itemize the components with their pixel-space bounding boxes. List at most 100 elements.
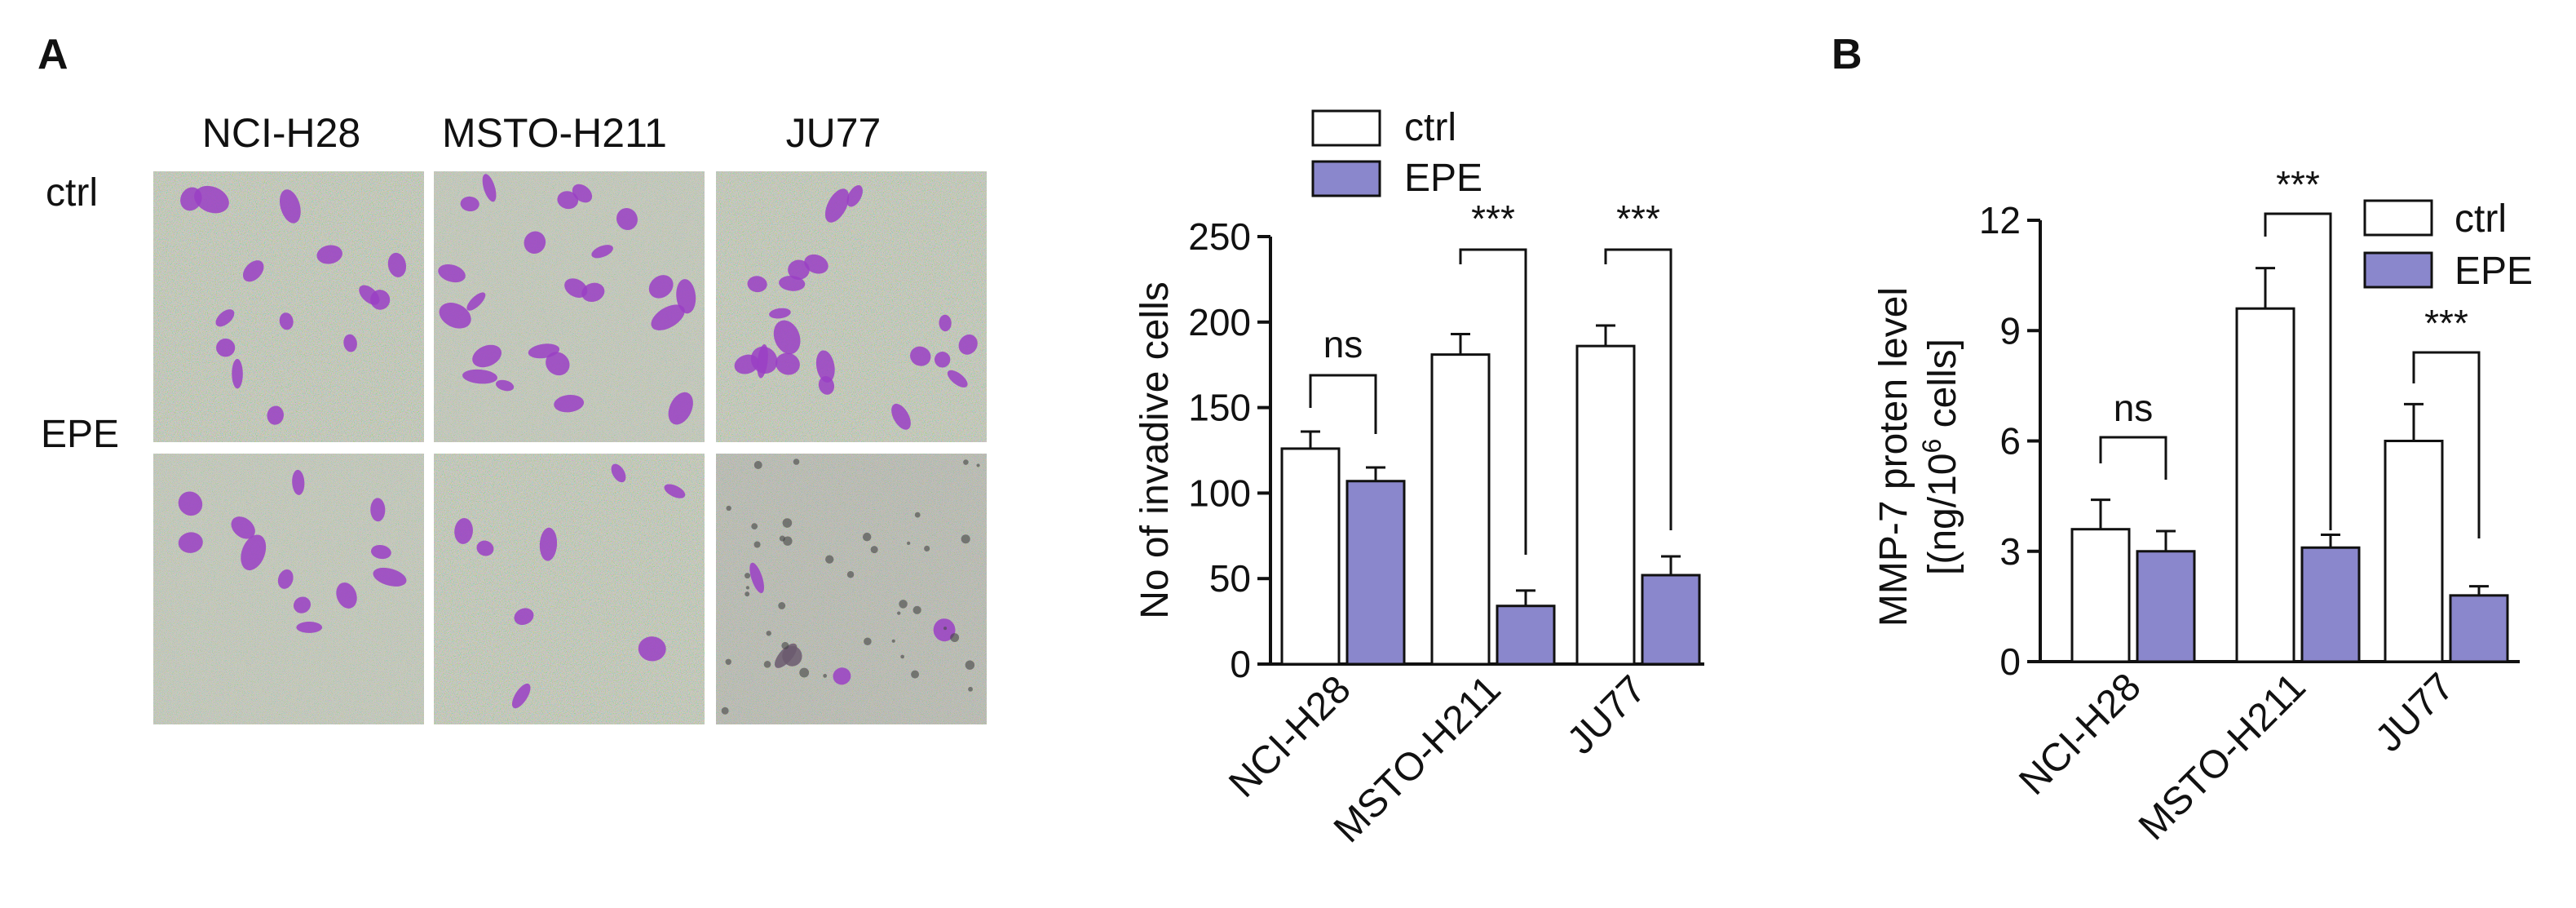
pore-dot — [899, 600, 908, 609]
pore-dot — [745, 573, 751, 579]
micrograph-col-label: MSTO-H211 — [442, 110, 667, 156]
pore-dot — [870, 546, 878, 554]
significance-bracket — [2099, 436, 2167, 480]
stained-cell — [648, 275, 674, 299]
pore-dot — [907, 541, 911, 545]
bar-epe — [2136, 550, 2196, 663]
y-axis-label: MMP-7 proten level — [1872, 287, 1915, 627]
y-tick-label: 200 — [1188, 301, 1251, 343]
stained-cell — [668, 392, 693, 425]
stained-cell — [804, 254, 828, 274]
stained-cell — [651, 304, 685, 330]
pore-dot — [799, 667, 810, 678]
significance-bracket — [1604, 248, 1672, 530]
stained-cell — [371, 545, 391, 560]
legend-swatch-ctrl — [2363, 199, 2433, 237]
pore-dot — [950, 633, 960, 643]
micrograph-col-label: NCI-H28 — [202, 110, 360, 156]
stained-cell — [676, 279, 696, 314]
stained-cell — [769, 308, 791, 319]
bar-ctrl — [1430, 353, 1491, 666]
y-tick-label: 250 — [1188, 215, 1251, 258]
stained-cell — [910, 346, 931, 366]
stained-cell — [296, 622, 323, 633]
stained-cell — [194, 185, 229, 214]
pore-dot — [897, 611, 901, 615]
stained-cell — [564, 278, 588, 298]
bar-epe — [2300, 546, 2361, 663]
stained-cell — [514, 608, 534, 626]
stained-cell — [277, 569, 294, 589]
y-axis-label: No of invadive cells — [1133, 281, 1177, 619]
pore-dot — [781, 641, 789, 649]
significance-bracket — [2412, 351, 2481, 538]
pore-dot — [968, 686, 973, 692]
stained-cell — [664, 484, 686, 498]
bar-ctrl — [2384, 440, 2444, 663]
stained-cell — [370, 498, 386, 522]
micrograph-grain — [716, 171, 987, 442]
stained-cell — [231, 516, 255, 539]
pore-dot — [778, 602, 786, 609]
stained-cell — [933, 618, 956, 642]
pore-dot — [961, 534, 970, 544]
pore-dot — [823, 674, 828, 678]
stained-cell — [293, 596, 311, 613]
stained-cell — [581, 282, 605, 303]
stained-cell — [546, 352, 570, 376]
stained-cell — [749, 562, 765, 594]
micrograph-image — [434, 171, 705, 442]
stained-cell — [336, 582, 357, 609]
micrograph-image — [434, 454, 705, 724]
stained-cell — [788, 259, 810, 280]
pore-dot — [864, 637, 872, 646]
stained-cell — [775, 352, 800, 375]
stained-cell — [833, 667, 851, 685]
stained-cell — [947, 370, 968, 388]
significance-label: ns — [2114, 387, 2154, 429]
chart-mmp7-level: 0 3 6 9 12 NCI-H28 ns MSTO-H211 *** JU77 *** MMP-7 … — [1872, 163, 2533, 848]
chart-invasive-cells: 050100150200250NCI-H28nsMSTO-H211***JU77… — [1133, 106, 1704, 851]
x-tick-label: NCI-H28 — [2011, 665, 2149, 803]
pore-dot — [793, 458, 800, 465]
legend-label: ctrl — [2454, 197, 2507, 241]
stained-cell — [616, 207, 638, 230]
significance-label: *** — [2424, 302, 2468, 344]
stained-cell — [846, 185, 863, 207]
y-tick-label: 50 — [1209, 557, 1251, 600]
significance-label: *** — [1616, 197, 1660, 240]
stained-cell — [242, 260, 264, 282]
pore-dot — [891, 639, 895, 643]
bar-epe — [1345, 480, 1406, 666]
stained-cell — [774, 643, 798, 668]
stained-cell — [476, 540, 494, 556]
stained-cell — [496, 379, 515, 392]
pore-dot — [753, 460, 762, 469]
stained-cell — [241, 534, 267, 571]
stained-cell — [215, 309, 235, 327]
stained-cell — [554, 394, 585, 413]
x-tick-label: MSTO-H211 — [2131, 665, 2314, 848]
stained-cell — [466, 292, 486, 311]
stained-cell — [438, 264, 466, 283]
significance-label: *** — [2276, 163, 2320, 206]
micrograph-grain — [434, 454, 705, 724]
stained-cell — [462, 369, 498, 384]
stained-cell — [934, 352, 951, 368]
stained-cell — [316, 245, 342, 264]
stained-cell — [216, 339, 236, 357]
stained-cell — [178, 532, 203, 553]
stained-cell — [387, 252, 407, 277]
x-tick-label: JU77 — [2367, 665, 2463, 760]
pore-dot — [943, 627, 948, 631]
pore-dot — [911, 670, 920, 679]
pore-dot — [914, 512, 921, 518]
stained-cell — [818, 376, 835, 395]
pore-dot — [965, 660, 975, 670]
pore-dot — [900, 654, 904, 659]
stained-cell — [747, 276, 767, 293]
significance-label: ns — [1323, 323, 1363, 365]
x-tick-label: NCI-H28 — [1221, 667, 1359, 805]
pore-dot — [721, 706, 729, 715]
stained-cell — [373, 567, 407, 587]
